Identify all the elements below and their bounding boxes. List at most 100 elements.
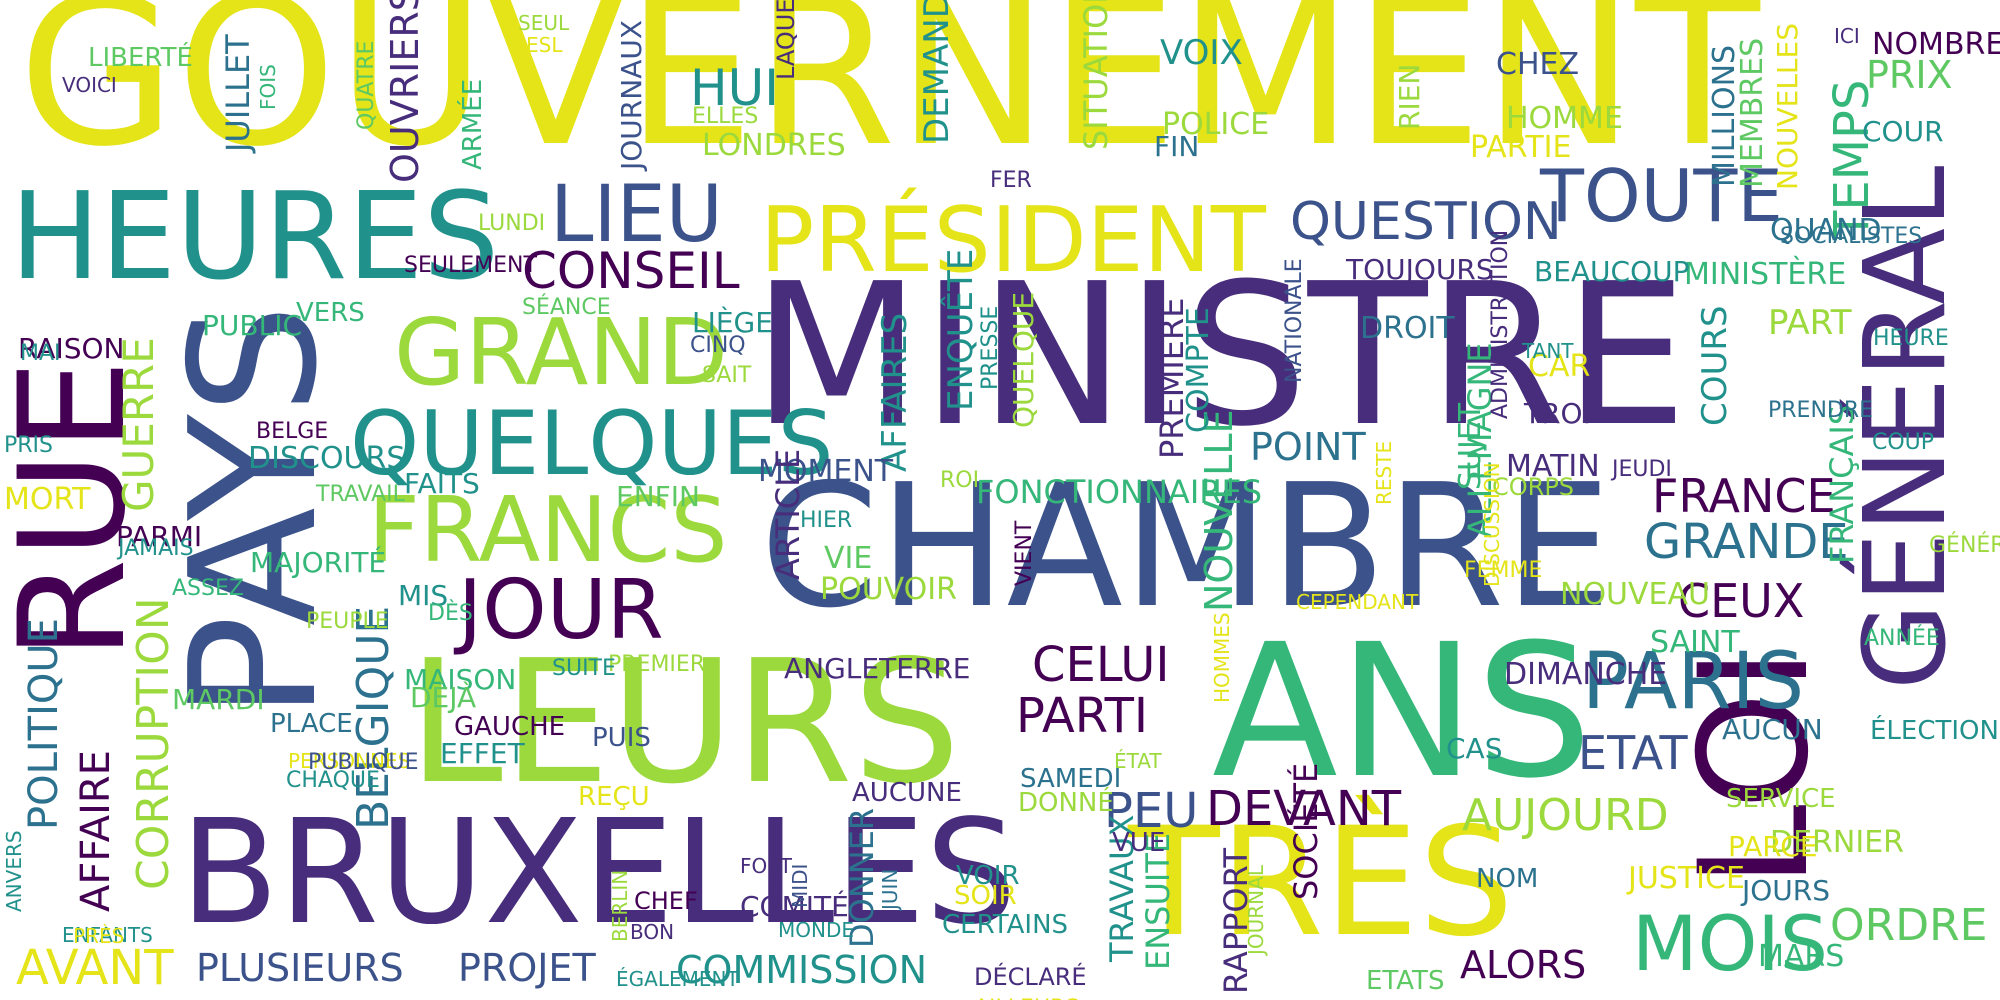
word-laquelle: LAQUELLE [772,0,800,80]
word-heures: HEURES [10,168,500,307]
word-fois: FOIS [256,64,280,110]
word-mort: MORT [4,482,91,517]
word-mars: MARS [1758,939,1845,974]
word-droit: DROIT [1360,311,1455,346]
word-premiere: PREMIÈRE [1153,297,1191,459]
word-politique: POLITIQUE [21,618,67,830]
word-car: CAR [1528,349,1591,384]
word-corps: CORPS [1492,473,1575,501]
word-partie: PARTIE [1470,130,1572,165]
word-sait: SAIT [702,363,752,388]
word-ordre: ORDRE [1830,900,1988,951]
word-londres: LONDRES [702,128,846,163]
word-suite: SUITE [552,656,616,681]
word-quand: QUAND [1770,213,1882,248]
word-belgique: BELGIQUE [348,605,399,830]
word-pres: PRÈS [73,924,125,948]
word-effet: EFFET [440,737,525,770]
word-presse: PRESSE [978,305,1003,390]
word-nouvelles: NOUVELLES [1771,23,1804,190]
word-parmi: PARMI [116,520,203,553]
word-rien: RIEN [1393,63,1426,130]
word-francais: FRANÇAIS [1823,404,1861,564]
word-anvers: ANVERS [2,830,26,912]
word-etats: ETATS [1366,966,1445,996]
word-comite: COMITÉ [740,890,849,923]
word-dernier: DERNIER [1770,825,1904,860]
word-prendre: PRENDRE [1768,398,1874,423]
word-mai: MAI [20,341,61,366]
word-esl: ESL [526,33,563,57]
word-armee: ARMÉE [458,78,488,170]
word-quelque: QUELQUE [1007,291,1040,428]
word-francs: FRANCS [368,478,728,583]
word-soir: SOIR [954,881,1017,911]
word-tant: TANT [1522,339,1574,363]
word-socialistes: SOCIALISTES [1780,224,1923,249]
word-bon: BON [630,920,675,944]
word-heure: HEURE [1873,326,1949,351]
word-aucune: AUCUNE [852,778,962,808]
word-cas: CAS [1446,732,1503,765]
word-point: POINT [1250,425,1366,469]
word-lieu: LIEU [550,170,723,260]
word-nouvelle: NOUVELLE [1197,409,1241,612]
word-premier: PREMIER [608,652,706,677]
word-peuple: PEUPLE [306,609,389,634]
word-demande: DEMANDE [917,0,957,144]
word-france: FRANCE [1652,469,1836,523]
word-des: DÈS [428,601,473,626]
word-part: PART [1768,303,1852,343]
word-midi: MIDI [788,863,812,908]
word-bruxelles: BRUXELLES [180,788,1017,956]
word-femme: FEMME [1464,558,1543,583]
word-ailleurs: AILLEURS [974,998,1079,1000]
word-elections: ÉLECTIONS [1870,716,2000,746]
word-mois: MOIS [1632,899,1829,988]
word-raison: RAISON [18,332,125,365]
word-ministere: MINISTÈRE [1684,257,1847,292]
word-cinq: CINQ [690,333,746,358]
word-police: POLICE [1162,107,1270,142]
word-chaque: CHAQUE [286,768,380,793]
word-article: ARTICLE [769,448,807,580]
word-personnes: PERSONNES [288,749,411,773]
word-affaires: AFFAIRES [875,312,915,472]
word-aujourd: AUJOURD [1462,790,1669,841]
word-service: SERVICE [1726,784,1836,814]
word-moment: MOMENT [758,454,894,489]
word-situation: SITUATION [1077,0,1115,150]
word-conseil: CONSEIL [522,242,740,300]
word-avant: AVANT [16,940,174,996]
word-elles: ELLES [692,104,759,129]
word-deja: DÉJÀ [410,681,477,714]
word-fort: FORT [740,854,792,878]
word-juillet: JUILLET [219,34,257,152]
word-nombre: NOMBRE [1872,27,2000,62]
word-generale: GÉNÉRALE [1929,533,2000,558]
word-fonctionnaires: FONCTIONNAIRES [976,473,1263,511]
word-vers: VERS [296,298,365,328]
word-ouvriers: OUVRIERS [383,0,427,183]
word-hier: HIER [800,508,853,533]
word-cours: COURS [1695,305,1735,426]
word-nom: NOM [1476,864,1539,894]
word-vue: VUE [1112,828,1166,858]
word-justice: JUSTICE [1628,861,1745,896]
word-question: QUESTION [1290,192,1562,252]
word-faits: FAITS [404,467,480,500]
word-ici: ICI [1834,24,1860,48]
word-publique: PUBLIQUE [308,750,419,775]
word-devant: DEVANT [1206,781,1402,837]
word-place: PLACE [270,709,353,739]
word-corruption: CORRUPTION [128,597,179,890]
word-aucun: AUCUN [1722,713,1823,746]
word-roi: ROI [940,468,980,493]
word-ministre: MINISTRE [752,242,1688,470]
word-jamais: JAMAIS [118,536,194,561]
word-public: PUBLIC [202,309,302,342]
word-chambre: CHAMBRE [760,448,1612,646]
word-beaucoup: BEAUCOUP [1534,255,1690,288]
word-ans: ANS [1212,605,1593,819]
